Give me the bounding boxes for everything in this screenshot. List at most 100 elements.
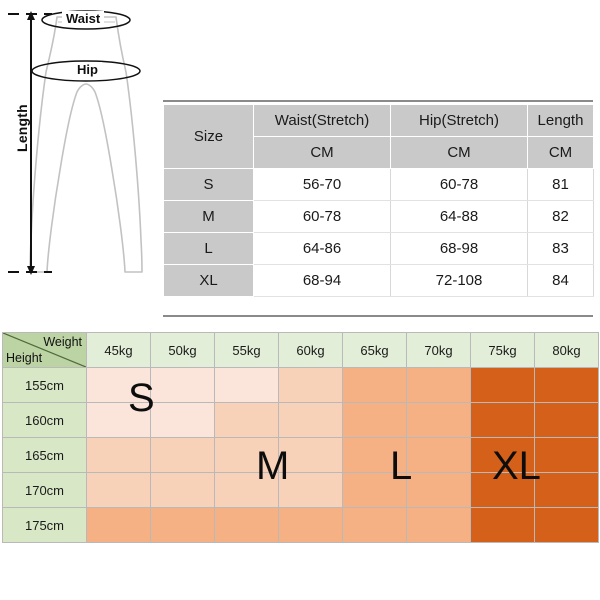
matrix-height-header: 155cm <box>2 367 87 403</box>
spec-cell-waist: 60-78 <box>253 200 391 233</box>
length-label: Length <box>14 104 30 152</box>
matrix-cell-s <box>214 367 279 403</box>
matrix-cell-l <box>342 437 407 473</box>
matrix-weight-axis-label: Weight <box>43 335 82 349</box>
matrix-weight-header: 80kg <box>534 332 599 368</box>
spec-cell-size: M <box>163 200 254 233</box>
matrix-cell-m <box>150 472 215 508</box>
diagonal-divider-icon <box>3 333 86 367</box>
matrix-row: 165cm <box>2 437 599 473</box>
leggings-svg <box>8 10 143 275</box>
matrix-cell-xl <box>534 402 599 438</box>
matrix-cell-m <box>86 472 151 508</box>
matrix-cell-m <box>214 402 279 438</box>
matrix-cell-m <box>278 367 343 403</box>
matrix-row: 160cm <box>2 402 599 438</box>
spec-table-bottom-rule <box>163 315 593 317</box>
spec-unit-hip: CM <box>390 136 528 169</box>
matrix-row: 155cm <box>2 367 599 403</box>
table-row: M 60-78 64-88 82 <box>163 200 594 233</box>
spec-cell-length: 83 <box>527 232 594 265</box>
spec-cell-hip: 68-98 <box>390 232 528 265</box>
matrix-cell-s <box>86 367 151 403</box>
matrix-cell-xl <box>534 367 599 403</box>
spec-header-waist: Waist(Stretch) <box>253 104 391 137</box>
table-row: L 64-86 68-98 83 <box>163 232 594 265</box>
spec-cell-size: L <box>163 232 254 265</box>
matrix-cell-l <box>406 472 471 508</box>
matrix-cell-m <box>214 437 279 473</box>
matrix-cell-xl <box>470 507 535 543</box>
matrix-weight-header: 55kg <box>214 332 279 368</box>
matrix-cell-m <box>86 437 151 473</box>
spec-cell-length: 84 <box>527 264 594 297</box>
spec-cell-hip: 64-88 <box>390 200 528 233</box>
matrix-cell-l <box>342 367 407 403</box>
matrix-cell-xl <box>534 437 599 473</box>
table-row: XL 68-94 72-108 84 <box>163 264 594 297</box>
matrix-weight-header: 65kg <box>342 332 407 368</box>
spec-header-size: Size <box>163 104 254 169</box>
size-spec-table: Size Waist(Stretch) Hip(Stretch) Length … <box>163 104 594 297</box>
matrix-cell-l <box>406 402 471 438</box>
table-row: S 56-70 60-78 81 <box>163 168 594 201</box>
matrix-height-axis-label: Height <box>6 351 43 365</box>
matrix-cell-xl <box>470 472 535 508</box>
leggings-diagram: Length Waist Hip <box>0 0 160 300</box>
matrix-weight-header: 50kg <box>150 332 215 368</box>
matrix-height-header: 175cm <box>2 507 87 543</box>
matrix-cell-s <box>150 367 215 403</box>
spec-cell-length: 82 <box>527 200 594 233</box>
height-weight-matrix-container: Weight Height 45kg 50kg 55kg 60kg 65kg 70kg 75kg… <box>2 332 599 543</box>
matrix-cell-m <box>150 437 215 473</box>
length-arrow-head-bottom <box>27 266 35 275</box>
matrix-cell-xl <box>534 507 599 543</box>
spec-cell-waist: 64-86 <box>253 232 391 265</box>
matrix-cell-xl <box>470 437 535 473</box>
matrix-cell-l <box>278 507 343 543</box>
waist-label: Waist <box>62 11 105 26</box>
spec-cell-waist: 68-94 <box>253 264 391 297</box>
matrix-cell-l <box>342 402 407 438</box>
matrix-cell-l <box>406 437 471 473</box>
matrix-cell-m <box>278 472 343 508</box>
matrix-cell-l <box>406 367 471 403</box>
spec-unit-waist: CM <box>253 136 391 169</box>
matrix-weight-header: 60kg <box>278 332 343 368</box>
matrix-weight-header: 75kg <box>470 332 535 368</box>
matrix-weight-header: 70kg <box>406 332 471 368</box>
matrix-cell-m <box>278 437 343 473</box>
matrix-cell-xl <box>534 472 599 508</box>
matrix-weight-header: 45kg <box>86 332 151 368</box>
spec-cell-waist: 56-70 <box>253 168 391 201</box>
matrix-cell-m <box>278 402 343 438</box>
matrix-cell-l <box>406 507 471 543</box>
matrix-cell-l <box>342 507 407 543</box>
matrix-corner-cell: Weight Height <box>2 332 87 368</box>
length-arrow-head-top <box>27 11 35 20</box>
matrix-height-header: 160cm <box>2 402 87 438</box>
spec-header-hip: Hip(Stretch) <box>390 104 528 137</box>
matrix-cell-l <box>342 472 407 508</box>
matrix-cell-xl <box>470 367 535 403</box>
matrix-cell-m <box>214 472 279 508</box>
spec-header-row-2: CM CM CM <box>164 136 594 169</box>
top-section: Length Waist Hip Size Waist(Stretch) Hip… <box>0 0 594 317</box>
matrix-height-header: 170cm <box>2 472 87 508</box>
spec-cell-hip: 72-108 <box>390 264 528 297</box>
matrix-cell-s <box>150 402 215 438</box>
spec-table-container: Size Waist(Stretch) Hip(Stretch) Length … <box>163 104 594 297</box>
spec-table-top-rule <box>163 100 593 102</box>
matrix-cell-l <box>86 507 151 543</box>
spec-header-length: Length <box>527 104 594 137</box>
matrix-row: 175cm <box>2 507 599 543</box>
matrix-height-header: 165cm <box>2 437 87 473</box>
spec-cell-hip: 60-78 <box>390 168 528 201</box>
hip-label: Hip <box>73 62 102 77</box>
spec-header-row-1: Size Waist(Stretch) Hip(Stretch) Length <box>163 104 594 169</box>
matrix-cell-l <box>150 507 215 543</box>
spec-cell-size: XL <box>163 264 254 297</box>
matrix-header-row: Weight Height 45kg 50kg 55kg 60kg 65kg 70kg 75kg… <box>2 332 599 368</box>
spec-cell-size: S <box>163 168 254 201</box>
spec-unit-length: CM <box>527 136 594 169</box>
